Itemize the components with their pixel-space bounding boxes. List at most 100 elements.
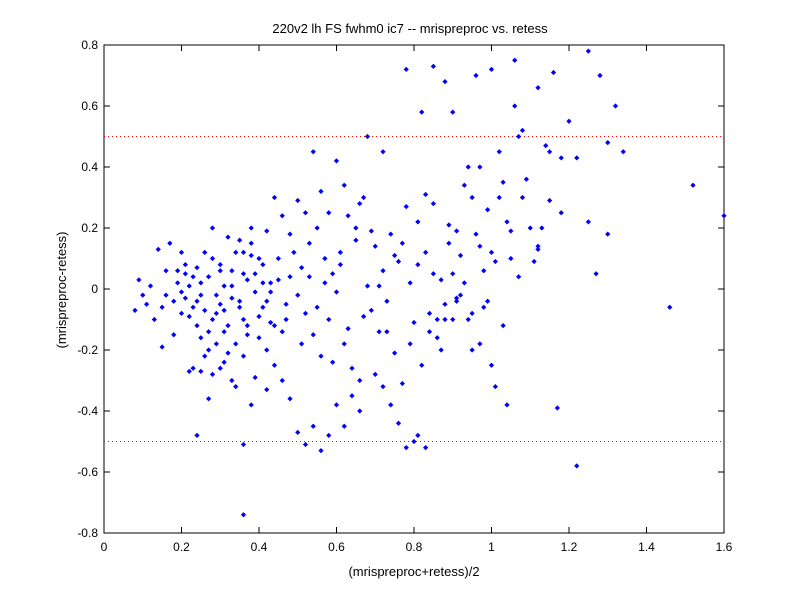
- data-point: [574, 463, 580, 469]
- data-point: [438, 347, 444, 353]
- data-point: [380, 383, 386, 390]
- data-point: [364, 283, 371, 289]
- y-tick-label: 0.2: [81, 221, 98, 235]
- data-point: [198, 335, 204, 341]
- x-axis-label: (mrispreproc+retess)/2: [348, 564, 479, 579]
- data-point: [612, 103, 619, 109]
- data-point: [508, 228, 514, 234]
- data-point: [283, 316, 289, 323]
- data-point: [209, 225, 216, 231]
- data-point: [597, 72, 603, 79]
- data-point: [345, 326, 351, 332]
- data-point: [357, 408, 363, 414]
- data-point: [326, 210, 332, 216]
- plot-area-frame: [103, 44, 725, 534]
- y-tick-label: 0: [91, 282, 98, 296]
- data-point: [217, 261, 223, 268]
- data-point: [477, 243, 483, 249]
- data-point: [167, 240, 173, 246]
- data-point: [361, 313, 367, 320]
- data-point: [178, 249, 185, 256]
- data-point: [333, 158, 340, 164]
- chart-title: 220v2 lh FS fwhm0 ic7 -- mrispreproc vs.…: [272, 21, 548, 36]
- data-point: [434, 335, 440, 341]
- data-point: [519, 194, 526, 201]
- data-point: [395, 420, 402, 426]
- reference-lines: [104, 136, 724, 442]
- data-point: [574, 155, 580, 161]
- data-point: [194, 322, 200, 329]
- data-point: [240, 512, 247, 518]
- data-point: [306, 274, 312, 280]
- data-point: [209, 371, 216, 378]
- data-point: [287, 396, 293, 402]
- data-point: [217, 365, 223, 371]
- data-point: [244, 277, 250, 283]
- data-point: [721, 213, 727, 219]
- data-point: [260, 304, 266, 310]
- data-point: [333, 402, 340, 408]
- data-point: [566, 118, 572, 124]
- data-point: [368, 228, 374, 234]
- data-point: [364, 133, 371, 140]
- data-point: [291, 249, 297, 256]
- data-point: [209, 316, 216, 323]
- data-point: [384, 329, 390, 335]
- data-point: [299, 341, 305, 347]
- data-point: [314, 304, 320, 310]
- data-point: [155, 246, 161, 252]
- data-point: [481, 268, 487, 274]
- data-point: [368, 307, 374, 313]
- data-point: [190, 304, 196, 310]
- data-point: [399, 240, 405, 246]
- data-point: [186, 368, 192, 374]
- data-point: [260, 280, 266, 286]
- data-point: [202, 307, 208, 313]
- data-point: [535, 246, 541, 252]
- data-point: [279, 329, 285, 335]
- data-point: [357, 200, 363, 207]
- data-point: [283, 301, 289, 307]
- data-point: [147, 283, 154, 289]
- data-point: [488, 66, 495, 73]
- data-point: [268, 289, 274, 295]
- data-point: [353, 237, 359, 243]
- data-point: [248, 402, 254, 408]
- data-point: [341, 341, 347, 347]
- data-point: [248, 240, 254, 246]
- data-point: [306, 240, 312, 246]
- x-tick-label: 0: [101, 540, 108, 554]
- data-point: [620, 149, 626, 155]
- data-point: [465, 316, 471, 323]
- data-point: [415, 261, 421, 268]
- data-point: [450, 109, 456, 115]
- data-point: [264, 228, 270, 234]
- x-tick-label: 1.2: [561, 540, 578, 554]
- data-point: [419, 109, 425, 115]
- data-point: [202, 353, 208, 359]
- x-tick-label: 0.4: [251, 540, 268, 554]
- data-point: [384, 298, 390, 304]
- data-point: [473, 231, 479, 237]
- data-point: [461, 280, 467, 286]
- data-point: [268, 280, 274, 286]
- data-point: [690, 182, 696, 188]
- data-point: [318, 448, 324, 454]
- data-point: [322, 255, 328, 262]
- data-point: [357, 377, 363, 384]
- x-tick-label: 1.4: [638, 540, 655, 554]
- data-point: [488, 362, 495, 368]
- data-point: [438, 277, 444, 283]
- data-point: [178, 310, 185, 317]
- data-point: [314, 225, 320, 231]
- data-point: [302, 210, 309, 216]
- data-point: [186, 283, 192, 289]
- data-point: [450, 316, 456, 323]
- data-point: [271, 322, 278, 329]
- data-point: [256, 313, 262, 320]
- data-point: [244, 332, 250, 338]
- data-point: [252, 374, 258, 381]
- data-point: [140, 292, 146, 298]
- data-point: [175, 268, 181, 274]
- data-point: [194, 265, 200, 271]
